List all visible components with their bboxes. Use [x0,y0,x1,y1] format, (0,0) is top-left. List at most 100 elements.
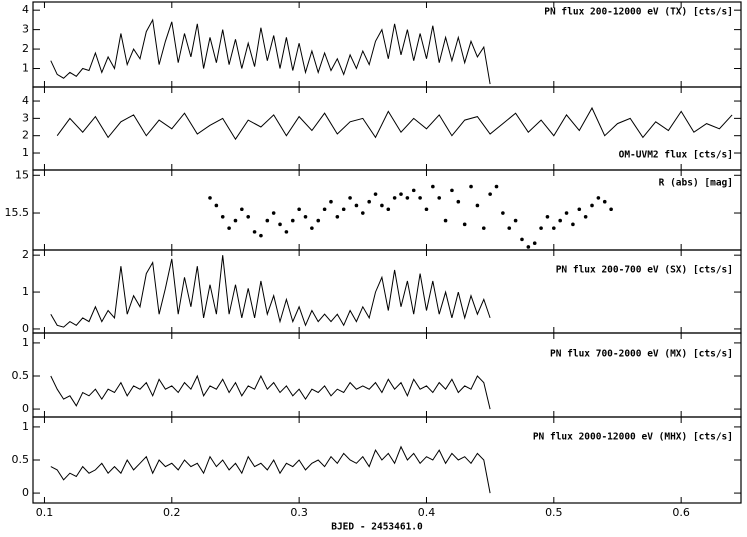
x-tick-label: 0.4 [418,506,436,519]
data-point [290,218,295,223]
data-point [532,241,537,246]
data-point [399,192,403,196]
y-tick-label: 1 [22,62,29,75]
data-point [602,199,607,204]
data-point [386,207,391,212]
y-tick-label: 1 [22,146,29,159]
data-point [297,207,301,212]
data-point [214,203,219,208]
data-point [373,192,378,196]
y-tick-label: 15.5 [5,206,30,219]
y-tick-label: 15 [15,168,29,181]
y-tick-label: 1 [22,420,29,433]
y-tick-label: 3 [22,111,29,124]
y-tick-label: 4 [22,3,29,16]
panel-label: R (abs) [mag] [659,178,733,189]
data-point [284,230,289,234]
data-point [227,226,231,230]
data-point [361,211,365,215]
panel-label: PN flux 200-12000 eV (TX) [cts/s] [544,7,733,18]
data-point [450,188,454,193]
data-point [348,196,352,200]
data-point [233,218,238,223]
x-tick-label: 0.6 [672,506,690,519]
data-point [520,237,524,242]
panel-frame [32,249,742,334]
data-point [271,211,276,215]
data-point [208,196,212,200]
data-point [596,196,601,200]
panel-label: OM-UVM2 flux [cts/s] [619,150,733,161]
data-point [545,214,550,219]
y-tick-label: 0 [22,486,29,499]
y-tick-label: 0.5 [12,369,30,382]
panel-label: PN flux 2000-12000 eV (MHX) [cts/s] [533,432,733,443]
data-point [341,207,346,212]
data-point [354,203,359,208]
data-point [539,226,543,230]
data-point [571,222,575,227]
data-point [552,226,556,230]
data-point [411,188,416,193]
y-tick-label: 4 [22,94,29,107]
data-point [513,218,518,223]
x-tick-label: 0.2 [163,506,181,519]
y-tick-label: 2 [22,248,29,261]
data-point [246,214,251,219]
data-point [380,203,384,208]
light-curve [50,18,491,85]
data-point [590,203,594,208]
y-tick-label: 3 [22,23,29,36]
data-point [335,214,340,219]
x-tick-label: 0.5 [545,506,563,519]
data-point [475,203,480,208]
data-point [577,207,582,212]
data-point [564,211,569,215]
data-point [507,226,512,230]
data-point [488,192,492,196]
data-point [431,184,435,189]
data-point [303,214,308,219]
panel-frame [32,332,742,418]
panel-frame [32,416,742,504]
data-point [265,218,270,223]
data-point [259,233,263,238]
panel-label: PN flux 200-700 eV (SX) [cts/s] [556,265,733,276]
data-point [240,207,244,212]
data-point [220,214,225,219]
data-point [392,196,397,200]
y-tick-label: 2 [22,129,29,142]
data-point [558,218,562,223]
x-tick-label: 0.1 [36,506,54,519]
data-point [252,230,257,234]
data-point [310,226,314,230]
data-point [481,226,486,230]
y-tick-label: 1 [22,285,29,298]
data-point [322,207,327,212]
x-tick-label: 0.3 [290,506,308,519]
data-point [456,199,461,204]
y-tick-label: 1 [22,336,29,349]
light-curve [50,374,491,410]
data-point [424,207,429,212]
data-point [583,214,588,219]
light-curve [50,255,491,328]
data-point [443,218,448,223]
data-point [437,196,442,200]
panel-label: PN flux 700-2000 eV (MX) [cts/s] [550,349,733,360]
y-tick-label: 2 [22,42,29,55]
data-point [462,222,467,227]
data-point [418,196,422,200]
y-tick-label: 0 [22,322,29,335]
data-point [405,196,410,200]
data-point [329,199,333,204]
data-point [526,245,531,249]
light-curve [56,106,733,141]
data-point [501,211,505,215]
data-point [278,222,282,227]
y-tick-label: 0 [22,402,29,415]
data-point [316,218,321,223]
light-curve [50,445,491,494]
data-point [469,184,473,189]
